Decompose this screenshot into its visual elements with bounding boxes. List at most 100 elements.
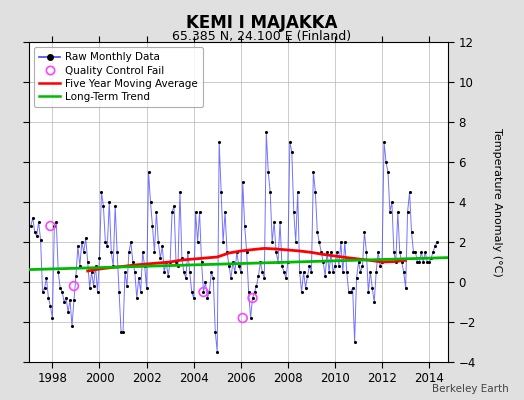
Point [248,295,257,301]
Point [411,249,420,255]
Point [258,269,267,275]
Point [262,129,270,135]
Point [315,239,323,245]
Point [244,289,253,295]
Point [250,289,259,295]
Point [325,269,333,275]
Point [148,223,157,229]
Point [307,269,315,275]
Point [54,269,62,275]
Point [241,223,249,229]
Point [83,259,92,265]
Point [296,269,304,275]
Point [429,249,438,255]
Point [119,329,127,335]
Point [109,263,117,269]
Point [425,259,433,265]
Point [160,269,168,275]
Point [243,249,251,255]
Point [48,315,57,321]
Point [203,295,212,301]
Point [121,269,129,275]
Point [78,239,86,245]
Point [356,269,365,275]
Point [211,329,220,335]
Point [185,269,194,275]
Point [380,139,388,145]
Point [293,189,302,195]
Point [62,295,70,301]
Point [199,289,208,295]
Point [276,219,284,225]
Point [351,339,359,345]
Point [97,189,106,195]
Point [238,179,247,185]
Point [95,255,104,261]
Point [229,259,237,265]
Point [180,269,188,275]
Point [213,349,222,355]
Point [190,295,198,301]
Point [298,289,306,295]
Point [195,209,204,215]
Point [423,259,431,265]
Point [305,263,314,269]
Point [386,209,394,215]
Point [421,249,430,255]
Point [101,239,110,245]
Point [272,249,280,255]
Point [158,243,167,249]
Point [36,237,45,243]
Point [344,289,353,295]
Point [162,259,170,265]
Point [135,275,143,281]
Point [378,259,386,265]
Point [352,275,361,281]
Point [143,285,151,291]
Point [407,229,416,235]
Point [366,269,375,275]
Point [368,285,376,291]
Point [40,285,49,291]
Point [93,289,102,295]
Point [260,275,268,281]
Point [290,209,298,215]
Point [68,323,76,329]
Point [88,269,96,275]
Point [384,169,392,175]
Point [362,249,370,255]
Point [396,249,404,255]
Point [388,199,396,205]
Point [215,139,223,145]
Point [372,269,380,275]
Point [70,297,78,303]
Point [248,295,257,301]
Point [150,249,159,255]
Point [225,263,233,269]
Point [321,273,330,279]
Point [188,289,196,295]
Point [130,269,139,275]
Point [360,229,368,235]
Point [205,289,214,295]
Point [309,169,318,175]
Point [38,289,47,295]
Point [166,259,174,265]
Point [236,269,245,275]
Point [403,209,412,215]
Point [174,263,182,269]
Point [278,263,286,269]
Point [52,219,60,225]
Point [431,243,439,249]
Point [115,289,123,295]
Point [117,329,125,335]
Point [323,249,331,255]
Point [337,239,345,245]
Point [280,269,288,275]
Point [140,263,149,269]
Point [343,269,351,275]
Legend: Raw Monthly Data, Quality Control Fail, Five Year Moving Average, Long-Term Tren: Raw Monthly Data, Quality Control Fail, … [34,47,203,107]
Point [299,269,308,275]
Point [419,259,428,265]
Point [156,255,165,261]
